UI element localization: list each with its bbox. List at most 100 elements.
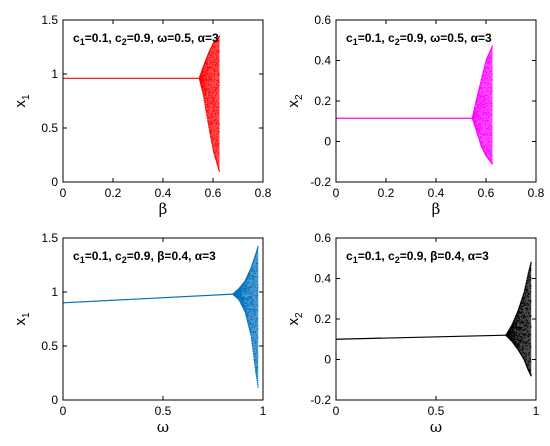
bifurcation-point (244, 284, 246, 286)
bifurcation-point (204, 93, 206, 95)
bifurcation-point (491, 131, 493, 133)
bifurcation-point (217, 72, 219, 74)
bifurcation-point (216, 80, 218, 82)
bifurcation-point (253, 331, 255, 333)
bifurcation-point (530, 316, 532, 318)
bifurcation-point (474, 116, 476, 118)
bifurcation-point (256, 382, 259, 384)
bifurcation-point (525, 286, 527, 288)
bifurcation-point (252, 353, 255, 355)
bifurcation-point (246, 320, 249, 322)
bifurcation-point (525, 294, 527, 296)
bifurcation-point (206, 55, 208, 58)
bifurcation-point (249, 308, 251, 310)
bifurcation-point (514, 332, 516, 334)
bifurcation-point (480, 80, 482, 82)
bifurcation-point (475, 123, 477, 125)
bifurcation-point (527, 308, 529, 310)
bifurcation-point (244, 289, 246, 291)
bifurcation-point (525, 304, 527, 306)
bifurcation-point (529, 275, 531, 277)
bifurcation-point (516, 318, 518, 320)
bifurcation-point (208, 52, 210, 54)
bifurcation-point (255, 252, 257, 254)
bifurcation-point (515, 342, 517, 344)
bifurcation-point (254, 353, 256, 355)
bifurcation-point (253, 275, 255, 277)
bifurcation-point (245, 305, 247, 307)
bifurcation-point (524, 362, 527, 364)
bifurcation-point (520, 335, 522, 337)
bifurcation-point (485, 113, 487, 115)
bifurcation-point (203, 87, 205, 89)
bifurcation-point (521, 322, 523, 324)
bifurcation-point (206, 87, 208, 89)
bifurcation-point (216, 50, 218, 52)
bifurcation-point (255, 358, 257, 360)
bifurcation-point (212, 66, 214, 68)
bifurcation-point (477, 125, 479, 127)
bifurcation-point (257, 336, 259, 338)
bifurcation-point (477, 100, 479, 102)
bifurcation-point (477, 110, 479, 112)
bifurcation-point (211, 67, 213, 69)
x-axis-label: β (432, 200, 441, 218)
bifurcation-point (208, 96, 210, 98)
y-tick-label: 0.2 (314, 312, 331, 326)
bifurcation-point (254, 281, 256, 283)
bifurcation-point (527, 362, 529, 364)
bifurcation-point (517, 311, 519, 313)
bifurcation-point (245, 316, 248, 318)
bifurcation-point (252, 346, 254, 348)
bifurcation-point (484, 103, 486, 105)
bifurcation-point (520, 300, 523, 302)
bifurcation-point (529, 265, 531, 267)
bifurcation-point (252, 261, 254, 263)
bifurcation-point (483, 66, 485, 69)
bifurcation-point (252, 340, 254, 342)
bifurcation-point (202, 84, 204, 86)
bifurcation-point (512, 325, 514, 327)
bifurcation-point (256, 337, 258, 339)
bifurcation-point (256, 269, 258, 271)
bifurcation-point (203, 76, 205, 78)
bifurcation-point (257, 300, 259, 302)
bifurcation-point (478, 128, 480, 130)
bifurcation-point (252, 262, 254, 264)
bifurcation-point (488, 60, 490, 62)
bifurcation-point (521, 353, 523, 355)
bifurcation-point (475, 101, 477, 103)
bifurcation-point (218, 50, 220, 52)
bifurcation-point (474, 124, 476, 126)
bifurcation-point (206, 99, 208, 101)
bifurcation-point (206, 82, 208, 84)
bifurcation-point (474, 120, 476, 122)
bifurcation-point (487, 74, 489, 76)
bifurcation-point (257, 318, 259, 320)
bifurcation-point (217, 50, 219, 52)
y-tick-label: 0.4 (314, 54, 331, 68)
bifurcation-point (202, 82, 204, 84)
bifurcation-point (211, 140, 213, 142)
bifurcation-point (207, 111, 209, 113)
bifurcation-point (217, 67, 219, 69)
bifurcation-point (202, 68, 204, 70)
bifurcation-point (489, 158, 491, 160)
bifurcation-point (250, 336, 252, 338)
bifurcation-point (522, 300, 524, 302)
bifurcation-point (480, 127, 482, 129)
bifurcation-point (209, 121, 211, 123)
bifurcation-point (484, 152, 486, 155)
bifurcation-point (489, 129, 491, 131)
bifurcation-point (524, 299, 526, 301)
bifurcation-point (244, 282, 246, 284)
bifurcation-point (214, 45, 216, 47)
bifurcation-point (250, 266, 253, 268)
bifurcation-point (516, 328, 518, 330)
bifurcation-point (209, 132, 211, 134)
bifurcation-point (514, 317, 516, 319)
bifurcation-point (487, 139, 489, 141)
bifurcation-point (253, 280, 255, 282)
bifurcation-point (529, 269, 531, 271)
